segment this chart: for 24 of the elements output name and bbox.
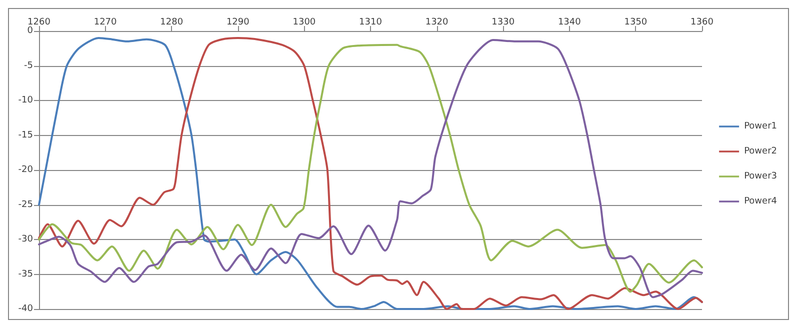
x-tick-label: 1320 [425,18,449,28]
x-tick-label: 1360 [690,18,714,28]
y-tick-label: -30 [18,234,34,244]
x-tick-label: 1270 [94,18,118,28]
x-tick-label: 1310 [359,18,382,28]
y-tick-label: -40 [18,304,34,314]
y-tick-label: -35 [18,269,33,280]
y-tick-label: -15 [18,130,33,140]
y-tick-label: -5 [24,60,33,71]
x-tick-label: 1340 [558,18,582,28]
x-tick-label: 1350 [624,18,648,28]
y-tick-label: -10 [18,96,34,106]
legend-label: Power4 [744,196,778,206]
y-tick-label: -25 [18,200,33,210]
y-tick-label: 0 [27,26,34,36]
x-tick-label: 1330 [492,18,515,28]
x-tick-label: 1280 [160,18,184,28]
y-tick-label: -20 [18,165,34,175]
x-tick-label: 1300 [292,18,316,28]
legend-label: Power1 [744,122,777,132]
legend-label: Power2 [744,146,777,156]
x-tick-label: 1260 [28,18,51,28]
legend-label: Power3 [744,172,777,182]
x-tick-label: 1290 [226,18,250,28]
